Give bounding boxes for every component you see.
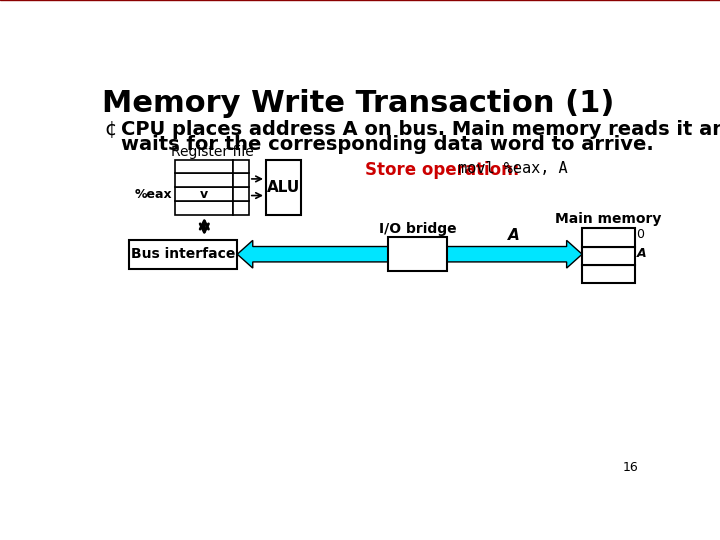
Text: I/O bridge: I/O bridge <box>379 222 456 236</box>
Text: movl %eax, A: movl %eax, A <box>449 161 567 176</box>
Text: CPU places address A on bus. Main memory reads it and: CPU places address A on bus. Main memory… <box>121 120 720 139</box>
Text: %eax: %eax <box>135 188 172 201</box>
Bar <box>175 159 233 173</box>
Text: Main memory: Main memory <box>555 213 662 226</box>
Text: Register file: Register file <box>171 145 254 159</box>
Bar <box>175 187 233 201</box>
Text: waits for the corresponding data word to arrive.: waits for the corresponding data word to… <box>121 135 654 154</box>
Text: ¢: ¢ <box>104 120 117 139</box>
Text: Seoul National University: Seoul National University <box>485 65 644 75</box>
Text: Memory Write Transaction (1): Memory Write Transaction (1) <box>102 90 614 118</box>
Text: Bus interface: Bus interface <box>131 247 235 261</box>
Text: ALU: ALU <box>266 180 300 195</box>
Bar <box>266 159 301 215</box>
Polygon shape <box>238 240 582 268</box>
Text: 16: 16 <box>623 462 639 475</box>
Bar <box>233 187 249 201</box>
Bar <box>233 159 249 173</box>
Text: A: A <box>636 247 646 260</box>
Bar <box>388 237 446 271</box>
Text: Store operation:: Store operation: <box>365 161 520 179</box>
Bar <box>175 173 233 187</box>
Bar <box>582 265 635 284</box>
Bar <box>582 247 635 265</box>
Text: v: v <box>200 188 208 201</box>
Bar <box>129 240 238 269</box>
Bar <box>582 228 635 247</box>
Bar <box>233 173 249 187</box>
Bar <box>233 201 249 215</box>
Text: A: A <box>508 228 520 244</box>
Text: 0: 0 <box>636 228 644 241</box>
Bar <box>175 201 233 215</box>
